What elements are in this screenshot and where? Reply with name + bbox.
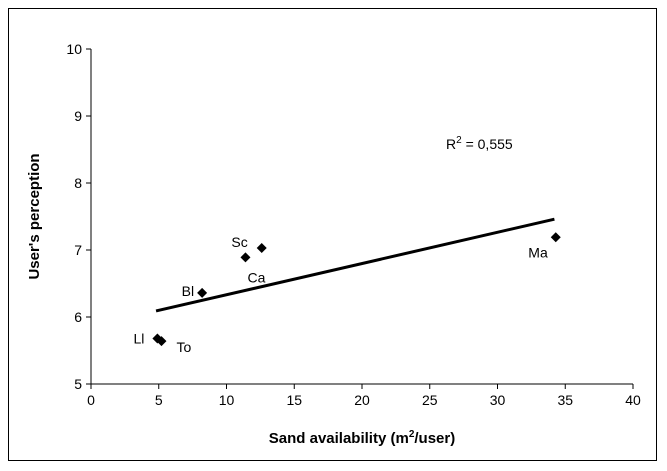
- y-tick-label: 7: [74, 242, 82, 258]
- x-tick-label: 35: [557, 392, 573, 408]
- x-tick-label: 0: [87, 392, 95, 408]
- x-tick-label: 10: [219, 392, 235, 408]
- point-label-to: To: [176, 339, 191, 355]
- point-label-ma: Ma: [528, 244, 548, 260]
- x-tick-label: 15: [286, 392, 302, 408]
- y-tick-label: 9: [74, 108, 82, 124]
- point-label-ca: Ca: [247, 269, 265, 285]
- point-label-ll: Ll: [133, 330, 144, 346]
- data-points: [152, 232, 561, 347]
- x-tick-label: 5: [155, 392, 163, 408]
- data-point-bl: [197, 287, 208, 298]
- x-ticks: 0 5 10 15 20 25 30 35 40: [87, 384, 641, 408]
- x-tick-label: 25: [422, 392, 438, 408]
- y-tick-label: 8: [74, 175, 82, 191]
- y-axis-title: User's perception: [26, 153, 43, 279]
- data-point-ma: [550, 232, 561, 243]
- point-label-bl: Bl: [182, 283, 194, 299]
- y-tick-label: 10: [66, 41, 82, 57]
- x-tick-label: 40: [625, 392, 641, 408]
- point-labels: Ll To Bl Sc Ca Ma: [133, 234, 547, 355]
- data-point-to: [156, 336, 167, 347]
- trendline: [155, 217, 555, 313]
- data-point-sc: [256, 242, 267, 253]
- y-tick-label: 5: [74, 376, 82, 392]
- data-point-ca: [240, 252, 251, 263]
- x-tick-label: 30: [490, 392, 506, 408]
- x-axis-title: Sand availability (m2/user): [269, 429, 455, 447]
- y-ticks: 5 6 7 8 9 10: [66, 41, 91, 392]
- point-label-sc: Sc: [231, 234, 247, 250]
- x-tick-label: 20: [354, 392, 370, 408]
- axes: [90, 49, 633, 385]
- chart-frame: 5 6 7 8 9 10 0 5 10 15 20 25 30 35 40 Ll To Bl Sc Ca Ma R2…: [8, 8, 657, 461]
- r-squared-annotation: R2 = 0,555: [446, 135, 513, 152]
- y-tick-label: 6: [74, 309, 82, 325]
